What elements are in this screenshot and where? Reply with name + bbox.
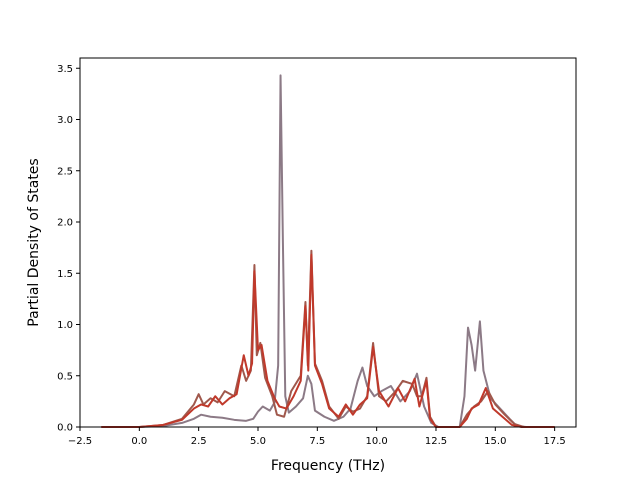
y-tick-label: 3.0 [57,115,73,126]
x-tick-label: 10.0 [366,436,388,447]
y-tick-label: 2.0 [57,218,73,229]
x-tick-label: 12.5 [425,436,447,447]
y-tick-label: 0.0 [57,423,73,434]
y-axis-title: Partial Density of States [26,158,42,326]
pdos-series-line-3 [101,253,555,428]
x-tick-label: −2.5 [68,436,92,447]
x-tick-label: 17.5 [544,436,566,447]
y-tick-label: 1.0 [57,320,73,331]
y-axis: 0.0 0.5 1.0 1.5 2.0 2.5 3.0 3.5 [57,64,80,434]
x-tick-label: 2.5 [191,436,207,447]
y-tick-label: 2.5 [57,166,73,177]
x-tick-label: 0.0 [131,436,147,447]
y-tick-label: 3.5 [57,64,73,75]
y-tick-label: 0.5 [57,371,73,382]
x-axis: −2.5 0.0 2.5 5.0 7.5 10.0 12.5 15.0 17.5 [68,427,566,447]
y-tick-label: 1.5 [57,269,73,280]
x-tick-label: 5.0 [250,436,266,447]
x-tick-label: 7.5 [309,436,325,447]
x-tick-label: 15.0 [484,436,506,447]
plot-frame [79,57,577,428]
x-axis-title: Frequency (THz) [271,458,385,474]
